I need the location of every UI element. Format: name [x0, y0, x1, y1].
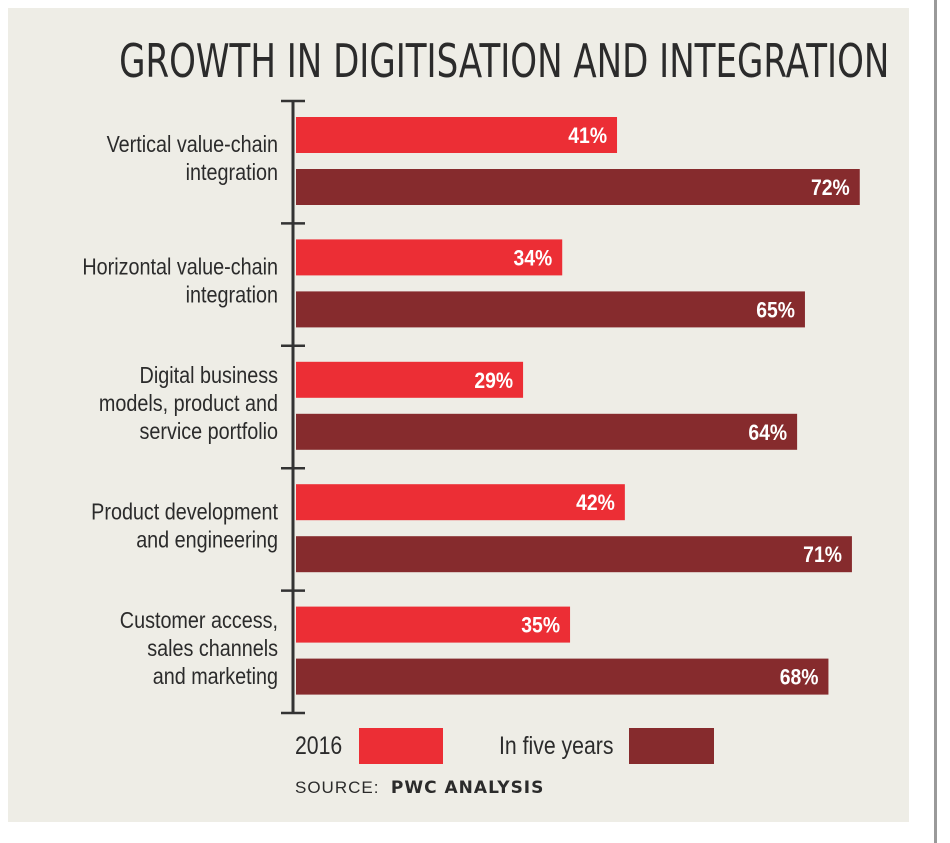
source-name: PWC ANALYSIS: [390, 778, 545, 798]
category-label: Digital business models, product and servi…: [99, 363, 278, 445]
value-label: 41%: [568, 124, 607, 148]
category-label-line: sales channels: [147, 635, 278, 661]
category-label: Vertical value-chain integration: [107, 132, 278, 186]
bar-in-five-years: [296, 291, 805, 328]
legend-swatch-2016: [359, 728, 443, 764]
bar-2016: [296, 117, 618, 153]
value-label: 64%: [748, 421, 787, 445]
category-label-line: models, product and: [99, 391, 278, 417]
value-label: 71%: [803, 543, 842, 567]
category-label-line: integration: [186, 282, 278, 308]
bar-in-five-years: [296, 658, 829, 695]
category-label: Customer access, sales channels and market…: [120, 607, 278, 689]
page-divider-line: [934, 0, 937, 843]
legend-label-2016: 2016: [295, 731, 342, 759]
category-label-line: Product development: [91, 499, 278, 525]
category-label-line: integration: [186, 160, 278, 186]
value-label: 29%: [474, 369, 513, 393]
value-label: 34%: [513, 246, 552, 270]
source-note: SOURCE: PWC ANALYSIS: [295, 778, 544, 798]
category-label-line: Customer access,: [120, 607, 278, 633]
value-label: 68%: [780, 665, 819, 689]
value-label: 72%: [811, 176, 850, 200]
value-label: 42%: [576, 491, 615, 515]
legend-swatch-in-five-years: [629, 728, 714, 764]
bar-2016: [296, 361, 524, 398]
chart-title: GROWTH IN DIGITISATION AND INTEGRATION: [119, 34, 890, 88]
source-prefix: SOURCE:: [295, 778, 380, 797]
category-label-line: and marketing: [153, 663, 278, 689]
category-label-line: Digital business: [140, 363, 278, 389]
category-label-line: Horizontal value-chain: [82, 254, 278, 280]
value-label: 35%: [521, 613, 560, 637]
category-label: Horizontal value-chain integration: [82, 254, 278, 308]
bar-in-five-years: [296, 169, 860, 205]
bar-2016: [296, 484, 625, 521]
bar-in-five-years: [296, 413, 798, 450]
bar-2016: [296, 606, 571, 643]
bar-2016: [296, 239, 563, 276]
value-label: 65%: [756, 298, 795, 322]
category-label: Product development and engineering: [91, 499, 278, 553]
category-label-line: Vertical value-chain: [107, 132, 278, 158]
category-label-line: and engineering: [136, 527, 278, 553]
bar-in-five-years: [296, 536, 852, 573]
legend-label-in-five-years: In five years: [499, 731, 614, 759]
category-label-line: service portfolio: [140, 419, 279, 445]
